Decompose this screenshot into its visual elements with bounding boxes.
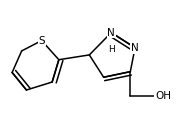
Text: N: N [131, 43, 139, 53]
Text: OH: OH [155, 91, 171, 101]
Text: H: H [108, 45, 115, 54]
Text: S: S [38, 36, 45, 46]
Text: N: N [107, 28, 115, 38]
